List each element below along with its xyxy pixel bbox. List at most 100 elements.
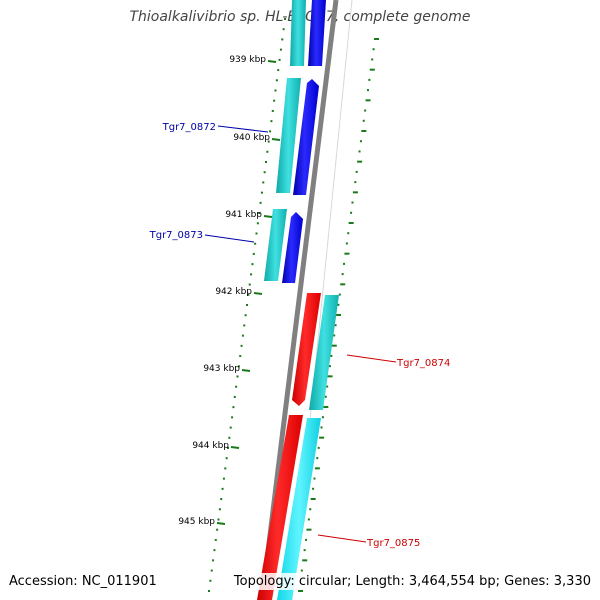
gc-dot: [275, 79, 278, 82]
cds-arrow-tgr7-0872: [293, 79, 319, 195]
gc-dot: [350, 211, 353, 214]
gc-dot: [327, 375, 333, 378]
gc-dot: [213, 549, 216, 552]
gc-dot: [330, 354, 333, 357]
gc-dot: [278, 58, 281, 61]
gc-dot: [319, 436, 325, 439]
gc-dot: [320, 426, 323, 429]
gc-dot: [273, 99, 276, 102]
gc-dot: [222, 477, 225, 480]
gc-dot: [351, 201, 354, 204]
gc-dot: [282, 28, 285, 31]
gc-dot: [313, 477, 316, 480]
gc-dot: [265, 161, 267, 163]
gc-dot: [345, 242, 348, 245]
gc-dot: [347, 232, 350, 235]
gc-dot: [277, 69, 280, 72]
gc-dot: [321, 416, 324, 419]
cds-block: [308, 0, 326, 66]
gc-dots-outer: [298, 38, 379, 592]
gc-dot: [248, 283, 251, 286]
gc-dot: [214, 538, 217, 541]
gc-dot: [252, 252, 255, 255]
gc-dots-inner: [208, 18, 286, 592]
gc-dot: [368, 78, 371, 81]
gene-label-tgr7-0874: Tgr7_0874: [396, 358, 450, 369]
gc-dot: [247, 293, 250, 296]
gc-dot: [303, 549, 306, 552]
gc-dot: [239, 355, 242, 358]
gc-dot: [209, 579, 212, 582]
gc-dot: [221, 487, 224, 490]
gc-dot: [263, 171, 266, 174]
gc-dot: [359, 140, 362, 143]
gc-dot: [210, 569, 213, 572]
gc-dot: [344, 252, 350, 255]
gc-dot: [341, 273, 344, 276]
gc-dot: [208, 590, 210, 592]
gene-labels: Tgr7_0872 Tgr7_0873 Tgr7_0874 Tgr7_0875: [149, 122, 451, 549]
tick-label: 945 kbp: [178, 517, 215, 527]
gc-dot: [337, 303, 340, 306]
tick-label: 941 kbp: [225, 210, 262, 220]
gc-dot: [255, 232, 258, 235]
gene-label-lines: [204, 125, 397, 543]
gc-dot: [259, 201, 262, 204]
gc-dot: [269, 130, 272, 133]
gc-dot: [241, 334, 244, 337]
gc-dot: [284, 18, 286, 20]
gc-dot: [366, 89, 369, 92]
gc-dot: [243, 324, 246, 327]
gc-dot: [231, 416, 234, 419]
feature-block: [309, 295, 339, 410]
gc-dot: [270, 120, 273, 123]
tick-label: 943 kbp: [203, 364, 240, 374]
gc-dot: [237, 365, 240, 368]
feature-block: [290, 0, 306, 66]
gc-dot: [328, 365, 331, 368]
tick-mark: [230, 446, 240, 449]
gc-dot: [343, 262, 346, 265]
gc-dot: [305, 538, 308, 541]
gc-dot: [310, 498, 316, 500]
gc-dot: [246, 304, 248, 306]
tick-mark: [271, 138, 281, 141]
gc-dot: [218, 508, 221, 511]
tick-label: 944 kbp: [192, 441, 229, 451]
gc-dot: [324, 395, 327, 398]
gc-dot: [326, 385, 329, 388]
gc-dot: [374, 38, 379, 40]
gc-dot: [281, 38, 284, 41]
cds-block-tgr7-0875: [257, 415, 303, 600]
tick-mark: [241, 369, 251, 372]
gc-dot: [236, 375, 239, 378]
cds-arrow-tgr7-0874: [292, 293, 321, 406]
gc-dot: [251, 263, 254, 266]
gc-dot: [260, 191, 263, 194]
accession-text: Accession: NC_011901: [6, 573, 160, 590]
tick-label: 939 kbp: [229, 55, 266, 65]
gc-dot: [262, 181, 265, 184]
gc-dot: [333, 334, 336, 337]
gc-dot: [317, 446, 320, 449]
gc-dot: [312, 487, 315, 490]
gc-dot: [338, 293, 341, 296]
gc-dot: [274, 89, 277, 92]
gc-dot: [212, 559, 215, 562]
gc-dot: [228, 436, 231, 439]
gc-dot: [227, 447, 229, 449]
gc-dot: [364, 109, 367, 112]
gene-label-tgr7-0872: Tgr7_0872: [162, 122, 216, 133]
tick-mark: [263, 215, 273, 218]
gc-dot: [216, 528, 219, 531]
tick-mark: [253, 292, 263, 295]
gc-dot: [372, 48, 375, 51]
gc-dot: [371, 58, 374, 61]
reverse-strand-features: [257, 293, 339, 600]
feature-block: [277, 418, 321, 600]
gc-dot: [358, 150, 361, 153]
feature-block: [264, 209, 287, 281]
gc-dot: [240, 344, 243, 347]
gc-dot: [365, 99, 371, 102]
